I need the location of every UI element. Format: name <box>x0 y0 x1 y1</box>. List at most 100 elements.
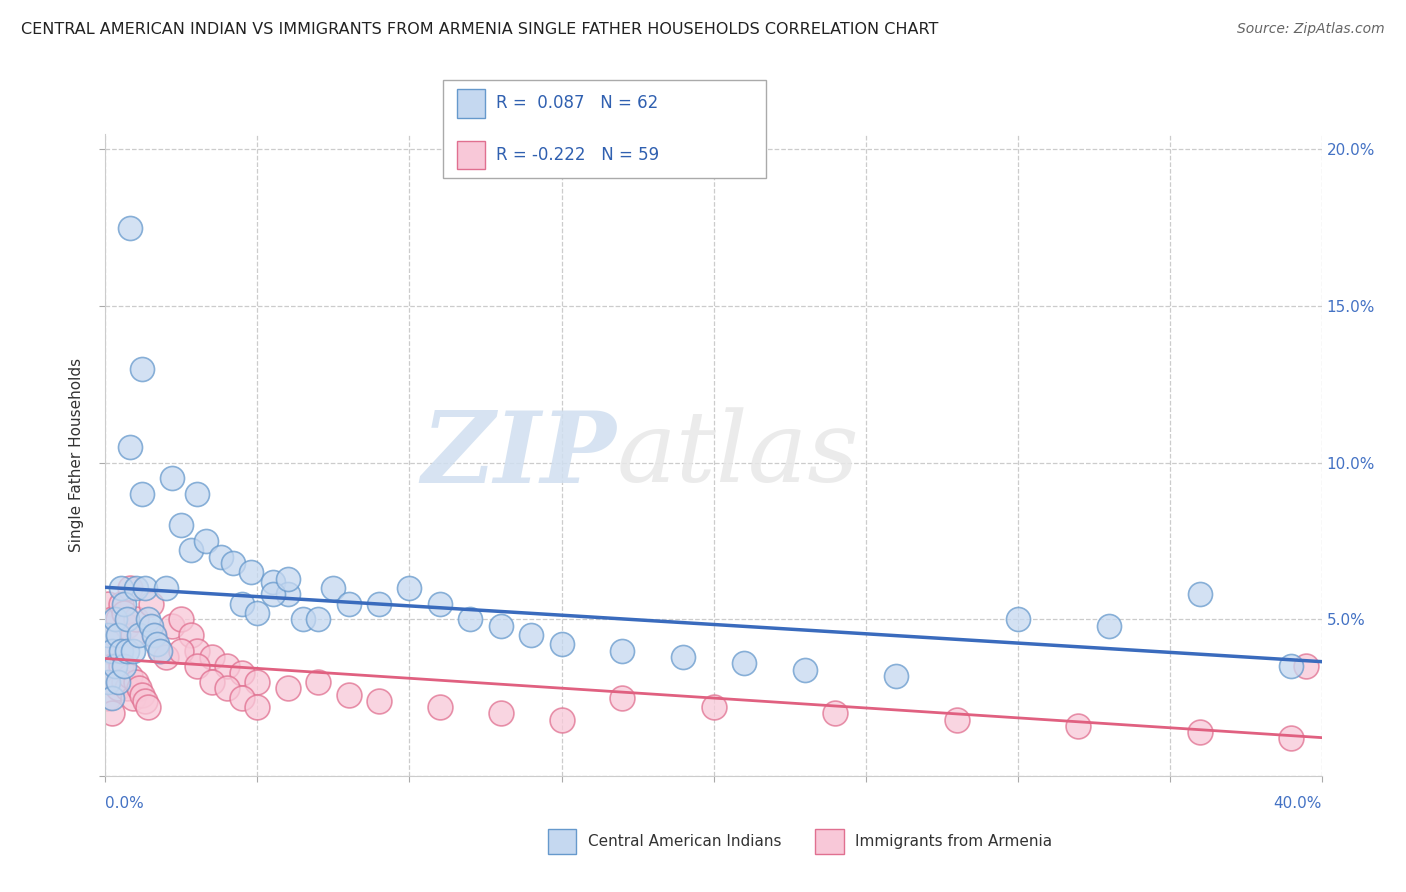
Point <box>100 706 122 721</box>
Point <box>97 597 120 611</box>
Point <box>277 681 299 696</box>
Point <box>612 690 634 705</box>
Point <box>170 612 193 626</box>
Point <box>103 659 125 673</box>
Point <box>136 700 159 714</box>
Point <box>520 628 543 642</box>
Point <box>1067 719 1090 733</box>
Point <box>672 650 695 665</box>
Point <box>277 572 299 586</box>
Point <box>118 581 141 595</box>
Point <box>231 665 253 680</box>
Point <box>246 675 269 690</box>
Point <box>100 690 122 705</box>
Point <box>110 659 132 673</box>
Point <box>146 637 169 651</box>
Point <box>143 628 166 642</box>
Point <box>1279 659 1302 673</box>
Point <box>97 675 120 690</box>
Point <box>112 597 135 611</box>
Point <box>550 637 572 651</box>
Point <box>337 597 360 611</box>
Point <box>100 659 122 673</box>
Text: CENTRAL AMERICAN INDIAN VS IMMIGRANTS FROM ARMENIA SINGLE FATHER HOUSEHOLDS CORR: CENTRAL AMERICAN INDIAN VS IMMIGRANTS FR… <box>21 22 938 37</box>
Point <box>429 700 451 714</box>
Point <box>262 574 284 589</box>
Point <box>97 644 120 658</box>
Y-axis label: Single Father Households: Single Father Households <box>69 358 84 552</box>
Point <box>103 628 125 642</box>
Point <box>733 657 755 671</box>
Point <box>107 675 129 690</box>
Point <box>702 700 725 714</box>
Point <box>112 659 135 673</box>
Point <box>793 663 815 677</box>
Point <box>246 606 269 620</box>
Text: Central American Indians: Central American Indians <box>588 834 782 848</box>
Point <box>1188 725 1211 739</box>
Point <box>162 618 184 632</box>
Point <box>100 612 122 626</box>
Point <box>115 612 138 626</box>
Point <box>945 713 967 727</box>
Point <box>307 675 329 690</box>
Point <box>1295 659 1317 673</box>
Point <box>115 618 138 632</box>
Point <box>368 694 391 708</box>
Point <box>118 220 141 235</box>
Point <box>489 618 512 632</box>
Point <box>612 644 634 658</box>
Point <box>162 471 184 485</box>
Point <box>115 644 138 658</box>
Point <box>103 612 125 626</box>
Point <box>277 587 299 601</box>
Point <box>118 669 141 683</box>
Text: Immigrants from Armenia: Immigrants from Armenia <box>855 834 1052 848</box>
Point <box>180 628 202 642</box>
Text: R =  0.087   N = 62: R = 0.087 N = 62 <box>496 95 658 112</box>
Point <box>322 581 344 595</box>
Point <box>1098 618 1121 632</box>
Point <box>112 675 135 690</box>
Point <box>139 618 162 632</box>
Point <box>115 681 138 696</box>
Text: 40.0%: 40.0% <box>1274 796 1322 811</box>
Point <box>337 688 360 702</box>
Point <box>186 659 208 673</box>
Point <box>246 700 269 714</box>
Point <box>121 644 143 658</box>
Point <box>194 534 217 549</box>
Point <box>110 644 132 658</box>
Point <box>107 612 129 626</box>
Point <box>125 581 148 595</box>
Point <box>1279 731 1302 746</box>
Point <box>128 628 150 642</box>
Point <box>824 706 846 721</box>
Point <box>231 690 253 705</box>
Point <box>112 606 135 620</box>
Point <box>1188 587 1211 601</box>
Point <box>131 361 153 376</box>
Text: atlas: atlas <box>616 408 859 502</box>
Point <box>131 688 153 702</box>
Point <box>110 581 132 595</box>
Point <box>121 690 143 705</box>
Point <box>550 713 572 727</box>
Point <box>149 644 172 658</box>
Point <box>103 675 125 690</box>
Point <box>368 597 391 611</box>
Point <box>186 644 208 658</box>
Point <box>125 612 148 626</box>
Point <box>884 669 907 683</box>
Point <box>429 597 451 611</box>
Point <box>121 628 143 642</box>
Point <box>125 675 148 690</box>
Point <box>240 566 263 580</box>
Point <box>134 581 156 595</box>
Point <box>97 690 120 705</box>
Point <box>458 612 481 626</box>
Point <box>170 518 193 533</box>
Point <box>110 597 132 611</box>
Point <box>131 487 153 501</box>
Point <box>1007 612 1029 626</box>
